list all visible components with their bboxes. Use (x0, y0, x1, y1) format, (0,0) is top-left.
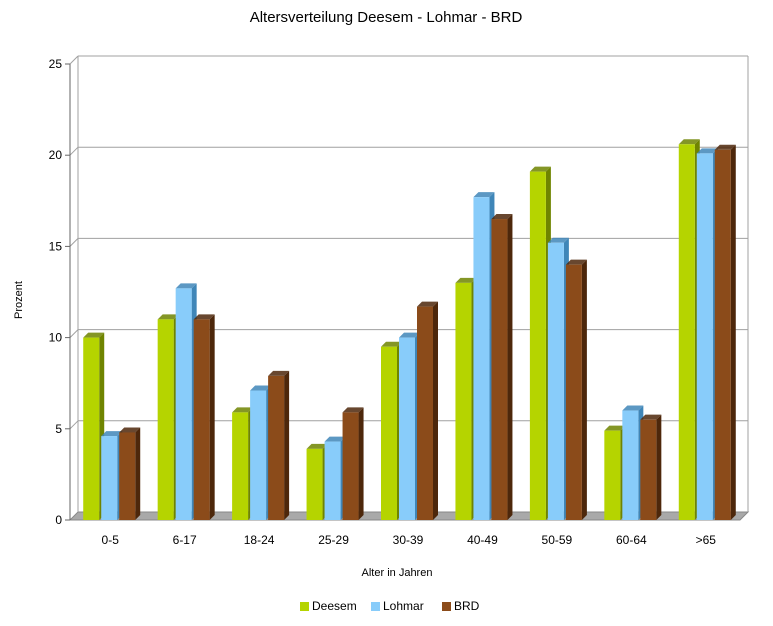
bar-top (119, 427, 141, 433)
y-tick-label: 5 (55, 422, 62, 436)
bar-top (547, 237, 569, 243)
bar (473, 197, 490, 521)
bar-top (157, 314, 179, 320)
bar (455, 282, 472, 520)
bar (417, 306, 433, 520)
x-tick-label: 0-5 (102, 533, 120, 547)
bar (381, 346, 397, 520)
x-axis-label: Alter in Jahren (362, 567, 433, 579)
bar (268, 375, 285, 520)
x-tick-label: 40-49 (467, 533, 498, 547)
bar-side (135, 427, 141, 520)
x-tick-label: 50-59 (542, 533, 573, 547)
bar-top (678, 139, 700, 145)
bar (101, 436, 118, 520)
x-tick-label: 25-29 (318, 533, 349, 547)
y-tick-label: 15 (49, 239, 63, 253)
bar-top (640, 414, 662, 420)
bar-side (358, 407, 364, 520)
bar-top (529, 166, 551, 172)
bar-top (491, 214, 513, 220)
bar (306, 448, 323, 520)
bar-side (730, 144, 736, 520)
bar (529, 171, 546, 520)
y-tick-label: 20 (49, 148, 63, 162)
bar-top (696, 148, 718, 154)
bar (604, 430, 621, 520)
bar-side (284, 370, 290, 520)
bar (342, 412, 359, 520)
bar (83, 337, 100, 520)
bar-top (342, 407, 364, 413)
bar (491, 219, 508, 521)
bar-side (581, 259, 587, 520)
x-tick-label: 30-39 (393, 533, 424, 547)
x-tick-label: 18-24 (244, 533, 275, 547)
legend-label: Deesem (312, 599, 357, 613)
gridline-diagonal (69, 238, 79, 247)
bar-top (622, 405, 644, 411)
bar (399, 337, 415, 520)
bar (678, 144, 695, 521)
bar (324, 441, 341, 520)
gridline-diagonal (69, 146, 79, 156)
bar (232, 412, 249, 520)
bar-top (604, 425, 626, 431)
bar-top (232, 407, 254, 413)
bar-top (473, 192, 495, 198)
bar-top (399, 332, 420, 338)
axes (65, 63, 71, 521)
bar (250, 390, 267, 520)
legend-swatch (442, 602, 451, 611)
bar (622, 410, 639, 520)
bar-top (381, 341, 402, 347)
bar-side (433, 301, 438, 520)
y-tick-label: 10 (49, 331, 63, 345)
bar (547, 242, 564, 520)
legend-swatch (300, 602, 309, 611)
bar-top (306, 443, 328, 449)
bar-top (268, 370, 290, 376)
x-tick-label: 6-17 (173, 533, 197, 547)
y-tick-label: 0 (55, 513, 62, 527)
bar (714, 149, 731, 520)
x-tick-label: 60-64 (616, 533, 647, 547)
bar (565, 264, 582, 520)
gridline-diagonal (69, 329, 79, 338)
y-tick-labels: 0 5 10 15 20 25 (49, 57, 63, 527)
legend-label: Lohmar (383, 599, 424, 613)
bar-top (565, 259, 587, 265)
bar (119, 432, 136, 520)
bar-side (507, 214, 513, 521)
legend-label: BRD (454, 599, 480, 613)
bar-top (714, 144, 736, 150)
bar-side (209, 314, 215, 520)
bar (640, 419, 657, 520)
bar (696, 153, 713, 520)
legend: Deesem Lohmar BRD (300, 599, 480, 613)
legend-swatch (371, 602, 380, 611)
bar-top (193, 314, 215, 320)
chart-title: Altersverteilung Deesem - Lohmar - BRD (250, 9, 523, 26)
bar-top (417, 301, 438, 307)
y-tick-label: 25 (49, 57, 63, 71)
bar (157, 319, 174, 520)
bar-side (656, 414, 662, 520)
bar (193, 319, 210, 520)
y-axis-label: Prozent (13, 281, 25, 319)
bar-top (250, 385, 272, 391)
bars (83, 139, 736, 521)
gridline-diagonal (69, 420, 79, 430)
x-tick-label: >65 (696, 533, 717, 547)
bar (175, 288, 192, 520)
bar-top (324, 436, 346, 442)
bar-top (455, 277, 477, 283)
bar-top (101, 431, 123, 437)
gridline-diagonal (69, 55, 79, 65)
bar-top (175, 283, 197, 289)
bar-top (83, 332, 105, 338)
x-tick-labels: 0-5 6-17 18-24 25-29 30-39 40-49 50-59 60-64 >65 (102, 533, 717, 547)
